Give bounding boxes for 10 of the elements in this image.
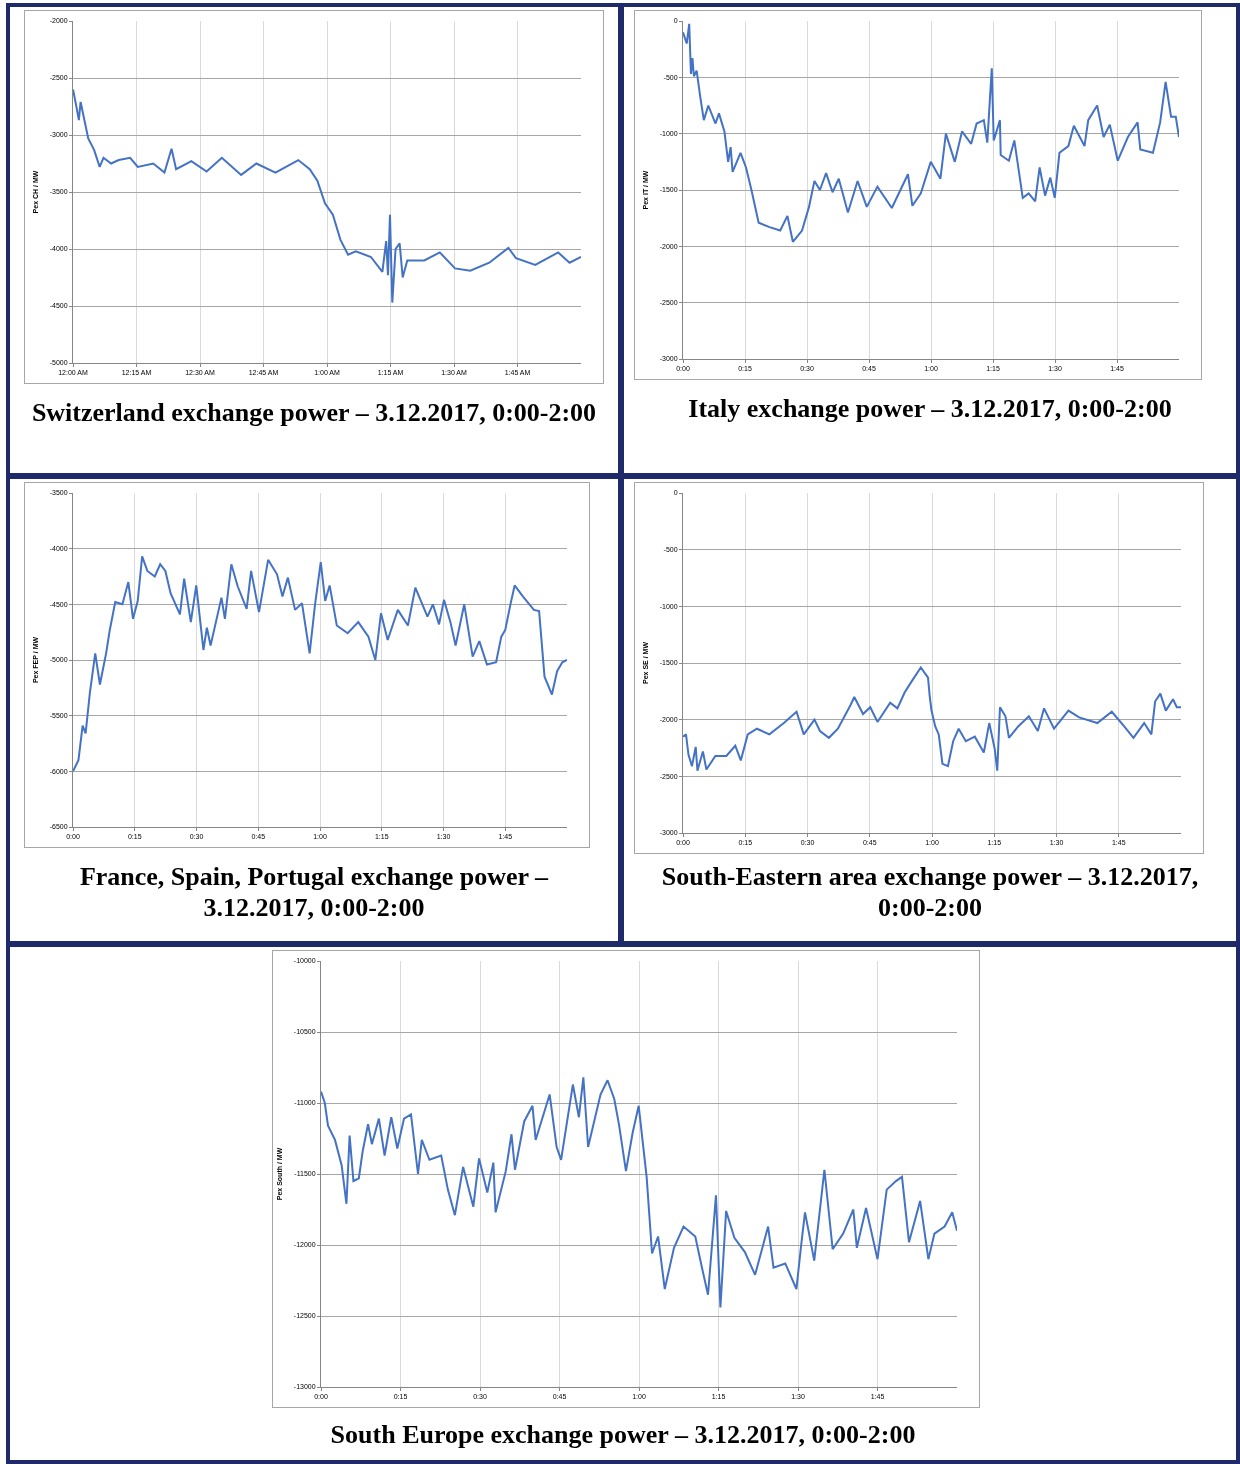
- line-series: [73, 88, 581, 304]
- text: South Europe exchange power – 3.12.2017, 0:00-2:00: [329, 1419, 917, 1450]
- line-series: [683, 22, 1179, 243]
- line-series: [73, 555, 567, 773]
- text: Italy exchange power – 3.12.2017, 0:00-2:00: [687, 393, 1173, 424]
- text: France, Spain, Portugal exchange power – 3.12.2017, 0:00-2:00: [78, 861, 550, 923]
- line-series: [321, 1076, 957, 1309]
- line-series: [683, 666, 1181, 772]
- text: South-Eastern area exchange power – 3.12.2017, 0:00-2:00: [660, 861, 1200, 923]
- text: Switzerland exchange power – 3.12.2017, 0:00-2:00: [30, 397, 598, 428]
